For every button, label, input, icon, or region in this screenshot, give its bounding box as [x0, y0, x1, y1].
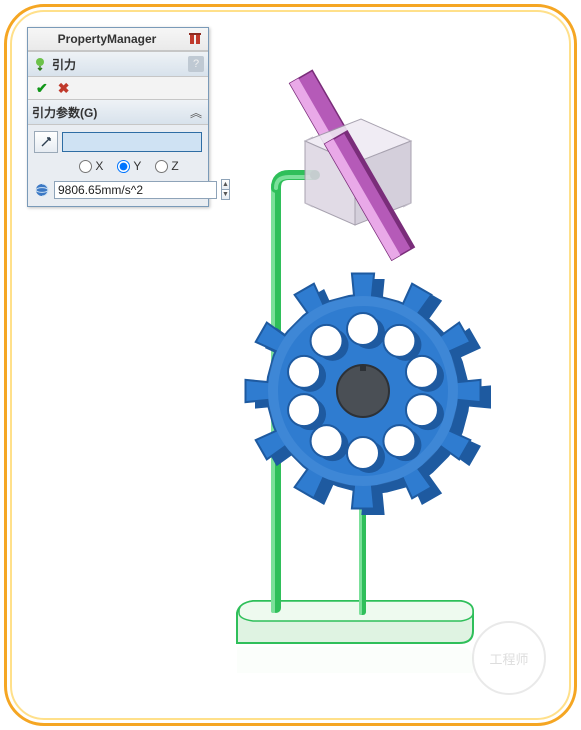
collapse-icon[interactable]: ︽ [188, 104, 204, 120]
axis-radio-group: X Y Z [34, 157, 202, 179]
center-pole [359, 505, 366, 615]
stand-base [237, 601, 473, 673]
feature-header[interactable]: 引力 ? [28, 51, 208, 77]
pin-icon[interactable] [186, 30, 204, 48]
panel-title-bar: PropertyManager [28, 28, 208, 51]
axis-z[interactable]: Z [155, 159, 178, 173]
feature-label: 引力 [52, 56, 188, 73]
feed-block [290, 70, 415, 260]
params-header[interactable]: 引力参数(G) ︽ [28, 99, 208, 125]
viewport: PropertyManager 引力 ? ✔ ✖ 引力参数(G) ︽ [0, 0, 581, 730]
cancel-button[interactable]: ✖ [58, 80, 70, 97]
property-manager-panel: PropertyManager 引力 ? ✔ ✖ 引力参数(G) ︽ [27, 27, 209, 207]
axis-y[interactable]: Y [117, 159, 141, 173]
value-spinner[interactable]: ▲ ▼ [221, 179, 230, 200]
gravity-icon [32, 56, 48, 72]
confirm-row: ✔ ✖ [28, 77, 208, 99]
params-body: X Y Z ▲ ▼ [28, 125, 208, 206]
spin-down[interactable]: ▼ [221, 189, 230, 200]
selection-field[interactable] [62, 132, 202, 152]
ok-button[interactable]: ✔ [36, 80, 48, 97]
rounded-frame: PropertyManager 引力 ? ✔ ✖ 引力参数(G) ︽ [4, 4, 577, 726]
help-icon[interactable]: ? [188, 56, 204, 72]
watermark: 工程师 [472, 621, 546, 695]
panel-title: PropertyManager [28, 32, 186, 46]
axis-x[interactable]: X [79, 159, 103, 173]
stand-pole [271, 170, 320, 613]
direction-button[interactable] [34, 131, 58, 153]
gravity-magnitude-icon [34, 180, 50, 200]
spin-up[interactable]: ▲ [221, 179, 230, 189]
gear [246, 274, 491, 515]
gravity-value-input[interactable] [54, 181, 217, 199]
params-header-label: 引力参数(G) [32, 104, 188, 121]
